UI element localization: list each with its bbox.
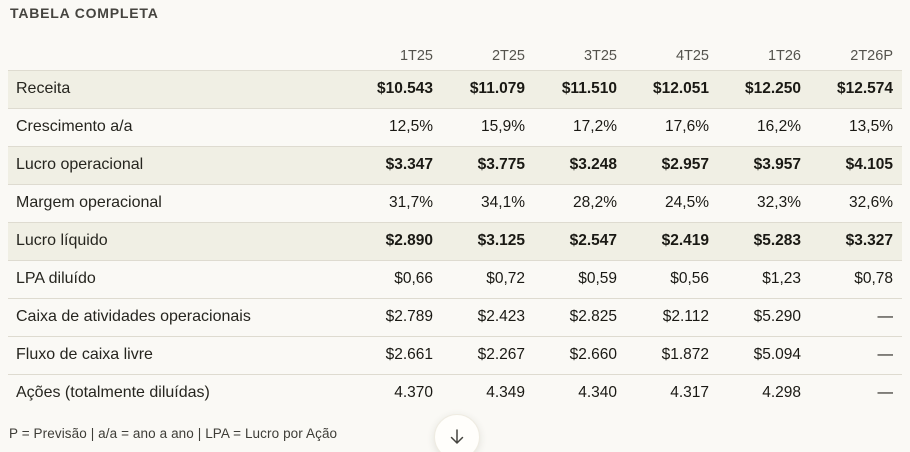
table-row: Receita $10.543 $11.079 $11.510 $12.051 $12.2… [8, 70, 902, 108]
cell-value: $0,72 [486, 270, 525, 287]
table-row: Lucro operacional $3.347 $3.775 $3.248 $2.95… [8, 146, 902, 184]
cell-value: — [877, 346, 894, 363]
cell-value: $2.789 [385, 308, 433, 325]
cell-value: $5.283 [753, 232, 801, 249]
cell-value: $3.125 [477, 232, 525, 249]
cell-value: $0,66 [394, 270, 433, 287]
cell-value: $2.825 [569, 308, 617, 325]
cell-value: $2.267 [477, 346, 525, 363]
cell-value: 24,5% [665, 194, 709, 211]
table-row: LPA diluído $0,66 $0,72 $0,59 $0,56 $1,23 $0,7… [8, 260, 902, 298]
cell-value: $2.419 [661, 232, 709, 249]
cell-value: $10.543 [376, 80, 433, 97]
cell-value: 16,2% [757, 118, 801, 135]
column-header-3t25: 3T25 [583, 47, 617, 64]
cell-value: 4.349 [486, 384, 525, 402]
row-label: Ações (totalmente diluídas) [16, 384, 210, 402]
cell-value: $4.105 [845, 156, 893, 173]
cell-value: $2.112 [662, 308, 709, 325]
cell-value: 17,2% [573, 118, 617, 135]
financial-table: 1T25 2T25 3T25 4T25 1T26 2T26P Receita $10.543… [8, 38, 902, 412]
cell-value: $1.872 [661, 346, 709, 363]
cell-value: 4.298 [762, 384, 801, 402]
cell-value: $2.547 [569, 232, 617, 249]
column-header-2t25: 2T25 [491, 47, 525, 64]
row-label: Lucro operacional [16, 156, 144, 173]
corner-cell [8, 38, 350, 70]
cell-value: $12.250 [744, 80, 801, 97]
cell-value: $11.510 [561, 80, 617, 97]
page-title: TABELA COMPLETA [10, 5, 159, 21]
cell-value: 4.370 [394, 384, 433, 402]
cell-value: 34,1% [481, 194, 525, 211]
cell-value: $0,56 [670, 270, 709, 287]
down-arrow-icon [446, 426, 468, 448]
cell-value: 12,5% [389, 118, 433, 135]
cell-value: $3.327 [845, 232, 893, 249]
table-row: Caixa de atividades operacionais $2.789 $2… [8, 298, 902, 336]
cell-value: $12.574 [836, 80, 893, 97]
table-row: Ações (totalmente diluídas) 4.370 4.349 4.3… [8, 374, 902, 412]
table-row: Margem operacional 31,7% 34,1% 28,2% 24,5% 32… [8, 184, 902, 222]
cell-value: $2.661 [385, 346, 433, 363]
cell-value: $2.957 [661, 156, 709, 173]
table-header-row: 1T25 2T25 3T25 4T25 1T26 2T26P [8, 38, 902, 70]
table-row: Fluxo de caixa livre $2.661 $2.267 $2.660 $1… [8, 336, 902, 374]
cell-value: $0,59 [578, 270, 617, 287]
cell-value: 31,7% [389, 194, 433, 211]
cell-value: $12.051 [652, 80, 709, 97]
cell-value: $2.660 [569, 346, 617, 363]
table-row: Crescimento a/a 12,5% 15,9% 17,2% 17,6% 16,2%… [8, 108, 902, 146]
column-header-2t26p: 2T26P [850, 47, 893, 64]
column-header-1t26: 1T26 [767, 47, 801, 64]
cell-value: $3.957 [753, 156, 801, 173]
row-label: Lucro líquido [16, 232, 108, 249]
cell-value: $0,78 [854, 270, 893, 287]
row-label: Fluxo de caixa livre [16, 346, 153, 363]
cell-value: $1,23 [762, 270, 801, 287]
cell-value: 32,6% [849, 194, 893, 211]
cell-value: $2.423 [477, 308, 525, 325]
table-body: Receita $10.543 $11.079 $11.510 $12.051 $12.2… [8, 70, 902, 412]
row-label: Margem operacional [16, 194, 162, 211]
table-footnote: P = Previsão | a/a = ano a ano | LPA = L… [9, 426, 338, 441]
row-label: Crescimento a/a [16, 118, 133, 135]
cell-value: $5.094 [753, 346, 801, 363]
cell-value: $3.248 [569, 156, 617, 173]
row-label: Receita [16, 80, 71, 97]
cell-value: $11.079 [469, 80, 525, 97]
cell-value: 15,9% [481, 118, 525, 135]
cell-value: 17,6% [665, 118, 709, 135]
cell-value: 32,3% [757, 194, 801, 211]
cell-value: $5.290 [753, 308, 801, 325]
column-header-4t25: 4T25 [675, 47, 709, 64]
cell-value: 4.317 [670, 384, 709, 402]
column-header-1t25: 1T25 [399, 47, 433, 64]
cell-value: — [877, 384, 894, 402]
cell-value: $2.890 [385, 232, 433, 249]
row-label: LPA diluído [16, 270, 96, 287]
table-row: Lucro líquido $2.890 $3.125 $2.547 $2.419 $5.… [8, 222, 902, 260]
cell-value: 13,5% [849, 118, 893, 135]
cell-value: — [877, 308, 894, 325]
cell-value: $3.775 [477, 156, 525, 173]
cell-value: 28,2% [573, 194, 617, 211]
cell-value: $3.347 [385, 156, 433, 173]
cell-value: 4.340 [578, 384, 617, 402]
scroll-down-button[interactable] [434, 414, 480, 452]
row-label: Caixa de atividades operacionais [16, 308, 251, 325]
